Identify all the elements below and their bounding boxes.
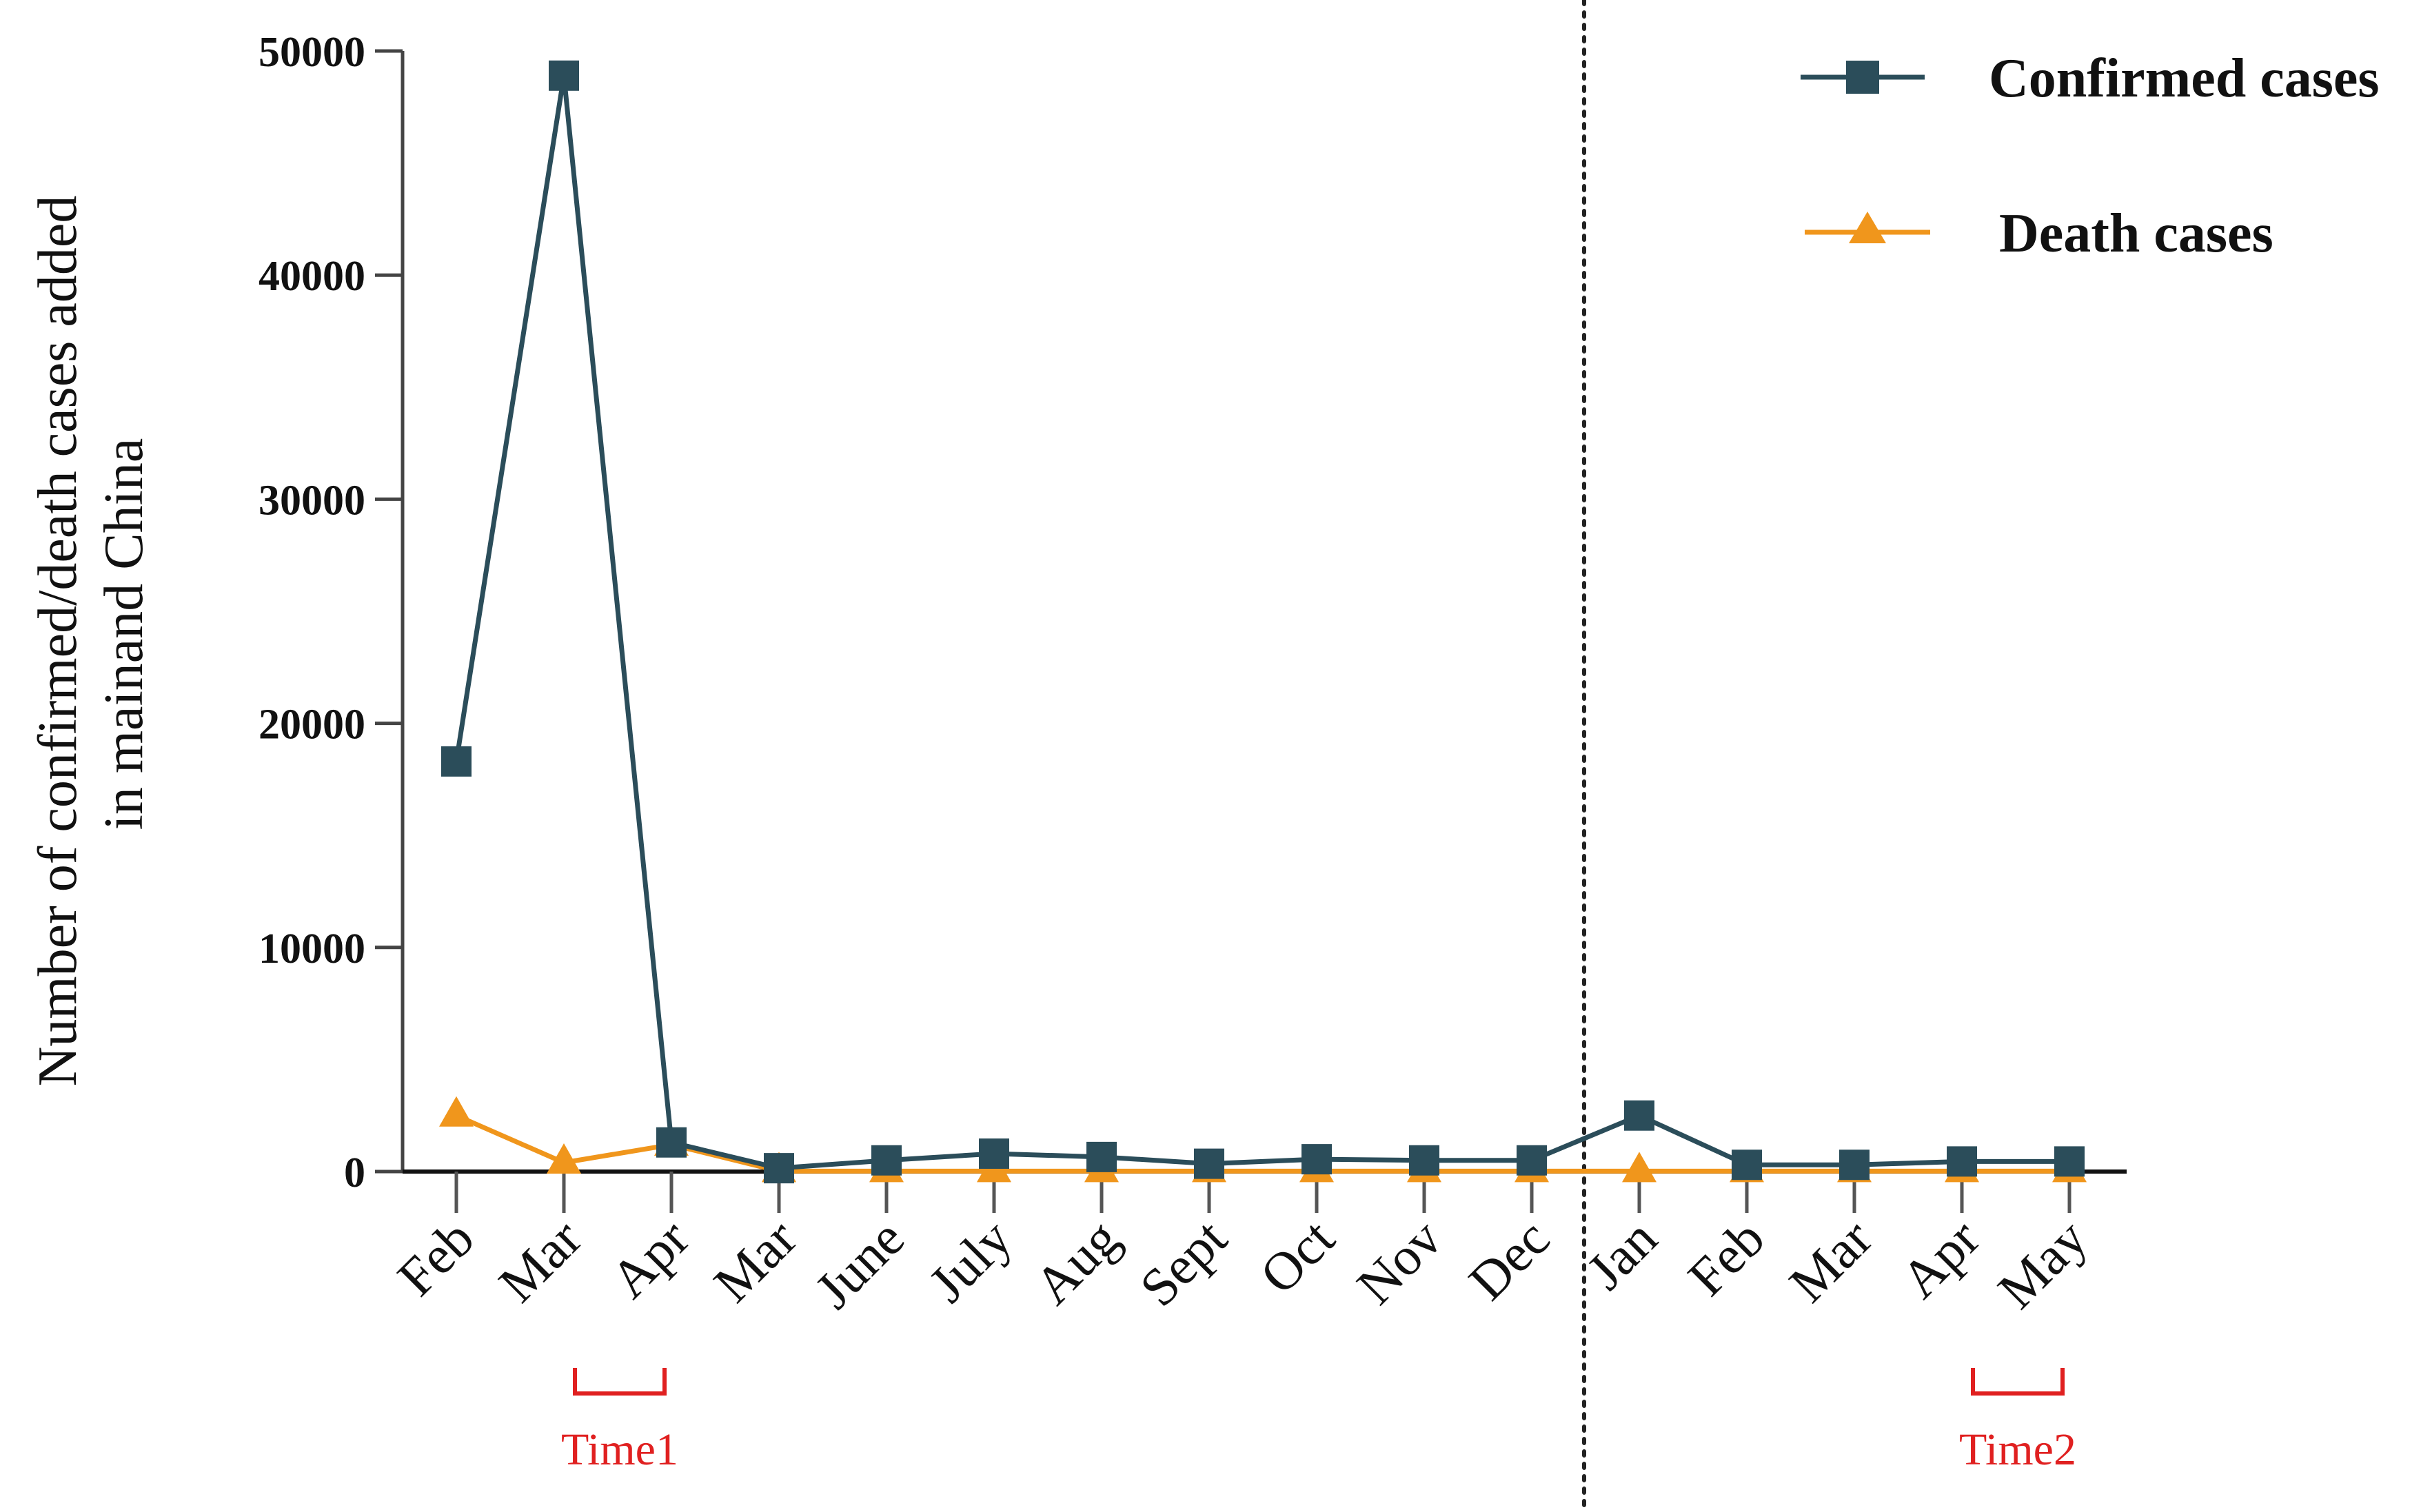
x-tick-label: Aug bbox=[1023, 1208, 1131, 1316]
y-tick-label: 50000 bbox=[259, 29, 365, 76]
annotation-label-1: Time1 bbox=[561, 1424, 678, 1475]
confirmed-point bbox=[1301, 1144, 1332, 1175]
x-tick-label: Feb bbox=[386, 1208, 485, 1307]
confirmed-point bbox=[1517, 1145, 1547, 1176]
confirmed-point bbox=[441, 746, 472, 777]
y-tick-label: 40000 bbox=[259, 253, 365, 300]
confirmed-point bbox=[871, 1145, 902, 1176]
death-point bbox=[1622, 1152, 1657, 1183]
x-tick-label: Mar bbox=[1778, 1207, 1883, 1313]
death-point bbox=[439, 1096, 474, 1127]
y-tick-label: 20000 bbox=[259, 702, 365, 748]
y-axis-label-line-1: Number of confirmed/death cases added bbox=[28, 196, 88, 1087]
confirmed-point bbox=[1624, 1100, 1654, 1131]
legend-label-1: Confirmed cases bbox=[1989, 48, 2380, 109]
legend-marker-triangle bbox=[1849, 212, 1886, 243]
confirmed-point bbox=[1732, 1150, 1762, 1181]
annotation-bracket-2 bbox=[1971, 1368, 2065, 1396]
confirmed-point bbox=[1839, 1150, 1870, 1181]
confirmed-point bbox=[1086, 1141, 1117, 1172]
confirmed-point bbox=[549, 60, 579, 91]
confirmed-point bbox=[656, 1127, 687, 1158]
y-tick-label: 0 bbox=[344, 1150, 365, 1196]
y-axis-label: Number of confirmed/death cases added in… bbox=[28, 182, 154, 1087]
series-line-death bbox=[455, 1113, 2069, 1174]
x-tick-label: Nov bbox=[1346, 1208, 1454, 1316]
confirmed-point bbox=[1947, 1146, 1977, 1177]
confirmed-point bbox=[1194, 1148, 1224, 1179]
x-tick-label: Apr bbox=[599, 1207, 700, 1309]
x-tick-label: May bbox=[1986, 1208, 2098, 1320]
annotation-layer: Time1 Time2 bbox=[561, 1368, 2076, 1475]
x-tick-label: Jan bbox=[1575, 1208, 1668, 1301]
x-tick-label: Mar bbox=[487, 1207, 593, 1313]
x-tick-label: Oct bbox=[1248, 1207, 1346, 1305]
confirmed-point bbox=[1409, 1145, 1439, 1176]
x-tick-label: Dec bbox=[1457, 1208, 1561, 1311]
y-tick-label: 10000 bbox=[259, 926, 365, 972]
x-tick-label: Apr bbox=[1890, 1207, 1991, 1309]
y-axis-label-line-2: in mainand China bbox=[94, 438, 154, 830]
y-tick-label: 30000 bbox=[259, 477, 365, 524]
x-tick-label: Mar bbox=[702, 1207, 808, 1313]
legend: Confirmed cases Death cases bbox=[1801, 48, 2380, 264]
annotation-bracket-1 bbox=[573, 1368, 667, 1396]
legend-marker-square bbox=[1846, 61, 1879, 94]
confirmed-point bbox=[2054, 1146, 2085, 1177]
x-tick-label: July bbox=[918, 1208, 1023, 1314]
legend-label-2: Death cases bbox=[1999, 203, 2273, 264]
death-point bbox=[547, 1143, 581, 1174]
x-tick-label: Feb bbox=[1677, 1208, 1776, 1307]
confirmed-point bbox=[764, 1153, 794, 1184]
confirmed-point bbox=[979, 1138, 1009, 1169]
series-layer bbox=[439, 60, 2087, 1184]
series-line-confirmed bbox=[454, 73, 2069, 1171]
x-tick-label: Sept bbox=[1128, 1207, 1238, 1318]
x-tick-label: June bbox=[803, 1208, 915, 1320]
annotation-label-2: Time2 bbox=[1959, 1424, 2076, 1475]
